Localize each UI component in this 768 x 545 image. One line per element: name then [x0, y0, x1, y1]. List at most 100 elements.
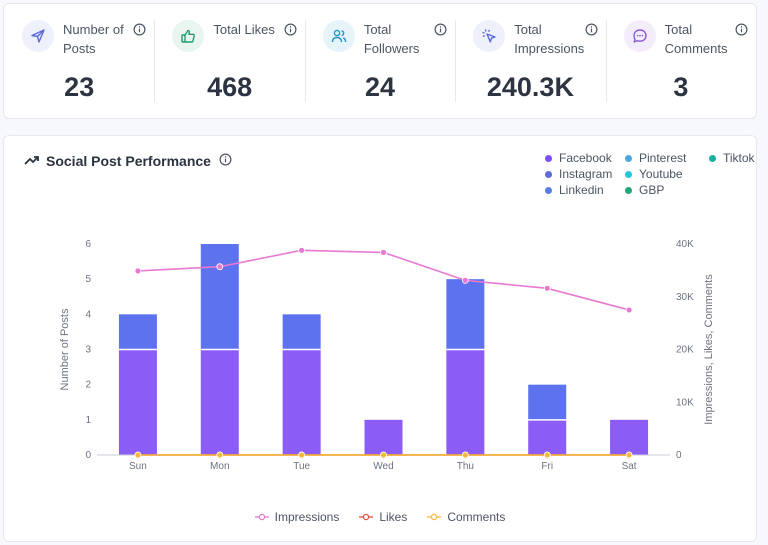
post-performance-card: Social Post Performance Facebook Pinteres… — [3, 135, 757, 542]
stats-panel: Number of Posts 23 Total Likes 468 Total… — [3, 3, 757, 119]
point-comments[interactable] — [625, 451, 633, 459]
legend-item-gbp[interactable]: GBP — [625, 183, 664, 197]
post-performance-chart: 0 1 2 3 4 5 6 0 10K 20K 30K 40K Number of Posts Impre… — [59, 239, 715, 472]
y-tick-label: 4 — [85, 309, 91, 320]
stat-value: 240.3K — [486, 72, 574, 102]
bar-linkedin[interactable] — [446, 279, 485, 350]
legend-label: Facebook — [559, 151, 612, 165]
stat-card: Total Comments 3 — [605, 4, 756, 118]
chart-title-text: Social Post Performance — [46, 153, 211, 169]
legend-item-likes[interactable]: Likes — [359, 510, 407, 524]
bar-linkedin[interactable] — [118, 314, 157, 350]
y2-tick-label: 10K — [676, 397, 694, 408]
bar-facebook[interactable] — [364, 419, 403, 455]
trend-up-icon — [24, 153, 40, 169]
stat-card: Total Likes 468 — [154, 4, 304, 118]
point-comments[interactable] — [298, 451, 306, 459]
info-icon[interactable] — [284, 23, 297, 41]
stat-value: 3 — [673, 72, 689, 102]
legend-dot — [709, 154, 716, 162]
x-tick-label: Thu — [457, 461, 474, 472]
stat-label: Total Likes — [213, 22, 275, 37]
legend-item-impressions[interactable]: Impressions — [254, 510, 340, 524]
legend-label: Pinterest — [639, 151, 687, 165]
platform-legend: Facebook Pinterest Tiktok Instagram Youtube L… — [540, 151, 755, 201]
y2-tick-label: 20K — [676, 345, 694, 356]
chat-icon — [623, 20, 656, 52]
legend-dot — [625, 170, 632, 178]
info-icon[interactable] — [585, 23, 598, 41]
y-tick-label: 2 — [85, 380, 91, 391]
y2-tick-label: 0 — [676, 450, 682, 461]
metric-legend: Impressions Likes Comments — [4, 510, 756, 524]
legend-label: Instagram — [559, 167, 613, 181]
x-tick-label: Sat — [622, 461, 637, 472]
stat-card: Total Followers 24 — [304, 4, 455, 118]
point-comments[interactable] — [134, 451, 142, 459]
point-impressions[interactable] — [216, 263, 224, 271]
legend-label: Tiktok — [723, 151, 755, 165]
y-tick-label: 0 — [85, 450, 91, 461]
bar-facebook[interactable] — [528, 419, 567, 455]
stat-value: 23 — [64, 72, 95, 102]
legend-item-tiktok[interactable]: Tiktok — [709, 151, 755, 165]
stat-card: Number of Posts 23 — [4, 4, 154, 118]
point-comments[interactable] — [216, 451, 224, 459]
legend-dot — [625, 186, 632, 194]
bar-linkedin[interactable] — [528, 384, 567, 420]
info-icon[interactable] — [735, 23, 748, 41]
point-impressions[interactable] — [298, 246, 306, 254]
info-icon[interactable] — [434, 23, 447, 41]
legend-label: Impressions — [274, 510, 340, 524]
y2-axis-label: Impressions, Likes, Comments — [703, 274, 715, 425]
bar-linkedin[interactable] — [282, 314, 321, 350]
info-icon[interactable] — [219, 153, 232, 169]
legend-label: Linkedin — [559, 183, 604, 197]
point-impressions[interactable] — [625, 306, 633, 314]
legend-item-facebook[interactable]: Facebook — [545, 151, 612, 165]
point-impressions[interactable] — [543, 284, 551, 292]
y-tick-label: 6 — [85, 239, 91, 250]
users-icon — [322, 20, 355, 52]
bar-facebook[interactable] — [118, 349, 157, 456]
legend-item-linkedin[interactable]: Linkedin — [545, 183, 604, 197]
legend-marker — [359, 513, 374, 521]
legend-item-pinterest[interactable]: Pinterest — [625, 151, 686, 165]
legend-label: Likes — [379, 510, 408, 524]
legend-dot — [545, 186, 552, 194]
bar-facebook[interactable] — [610, 419, 649, 455]
legend-label: Youtube — [639, 167, 683, 181]
y-tick-label: 5 — [85, 274, 91, 285]
legend-marker — [427, 513, 442, 521]
y-tick-label: 3 — [85, 345, 91, 356]
x-tick-label: Mon — [210, 461, 229, 472]
legend-item-youtube[interactable]: Youtube — [625, 167, 683, 181]
cursor-click-icon — [473, 20, 506, 52]
point-impressions[interactable] — [380, 249, 387, 256]
stat-value: 468 — [207, 72, 253, 102]
bar-facebook[interactable] — [282, 349, 321, 456]
legend-dot — [545, 170, 552, 178]
stat-value: 24 — [364, 72, 396, 102]
x-tick-label: Sun — [129, 461, 147, 472]
point-impressions[interactable] — [134, 267, 142, 275]
point-comments[interactable] — [543, 451, 551, 459]
info-icon[interactable] — [133, 23, 146, 41]
stat-label: Total Comments — [664, 22, 728, 56]
legend-item-instagram[interactable]: Instagram — [545, 167, 612, 181]
stat-label: Number of Posts — [63, 22, 124, 56]
y-axis-label: Number of Posts — [59, 308, 71, 390]
point-comments[interactable] — [461, 451, 469, 459]
send-icon — [22, 20, 54, 52]
stat-label: Total Followers — [363, 22, 420, 56]
point-comments[interactable] — [380, 451, 387, 459]
legend-dot — [625, 154, 632, 162]
bar-facebook[interactable] — [446, 349, 485, 456]
legend-label: GBP — [639, 183, 665, 197]
y-tick-label: 1 — [85, 415, 91, 426]
thumbs-up-icon — [172, 20, 205, 52]
bar-facebook[interactable] — [200, 349, 239, 456]
legend-item-comments[interactable]: Comments — [427, 510, 505, 524]
point-impressions[interactable] — [461, 276, 469, 284]
bar-linkedin[interactable] — [200, 244, 239, 350]
